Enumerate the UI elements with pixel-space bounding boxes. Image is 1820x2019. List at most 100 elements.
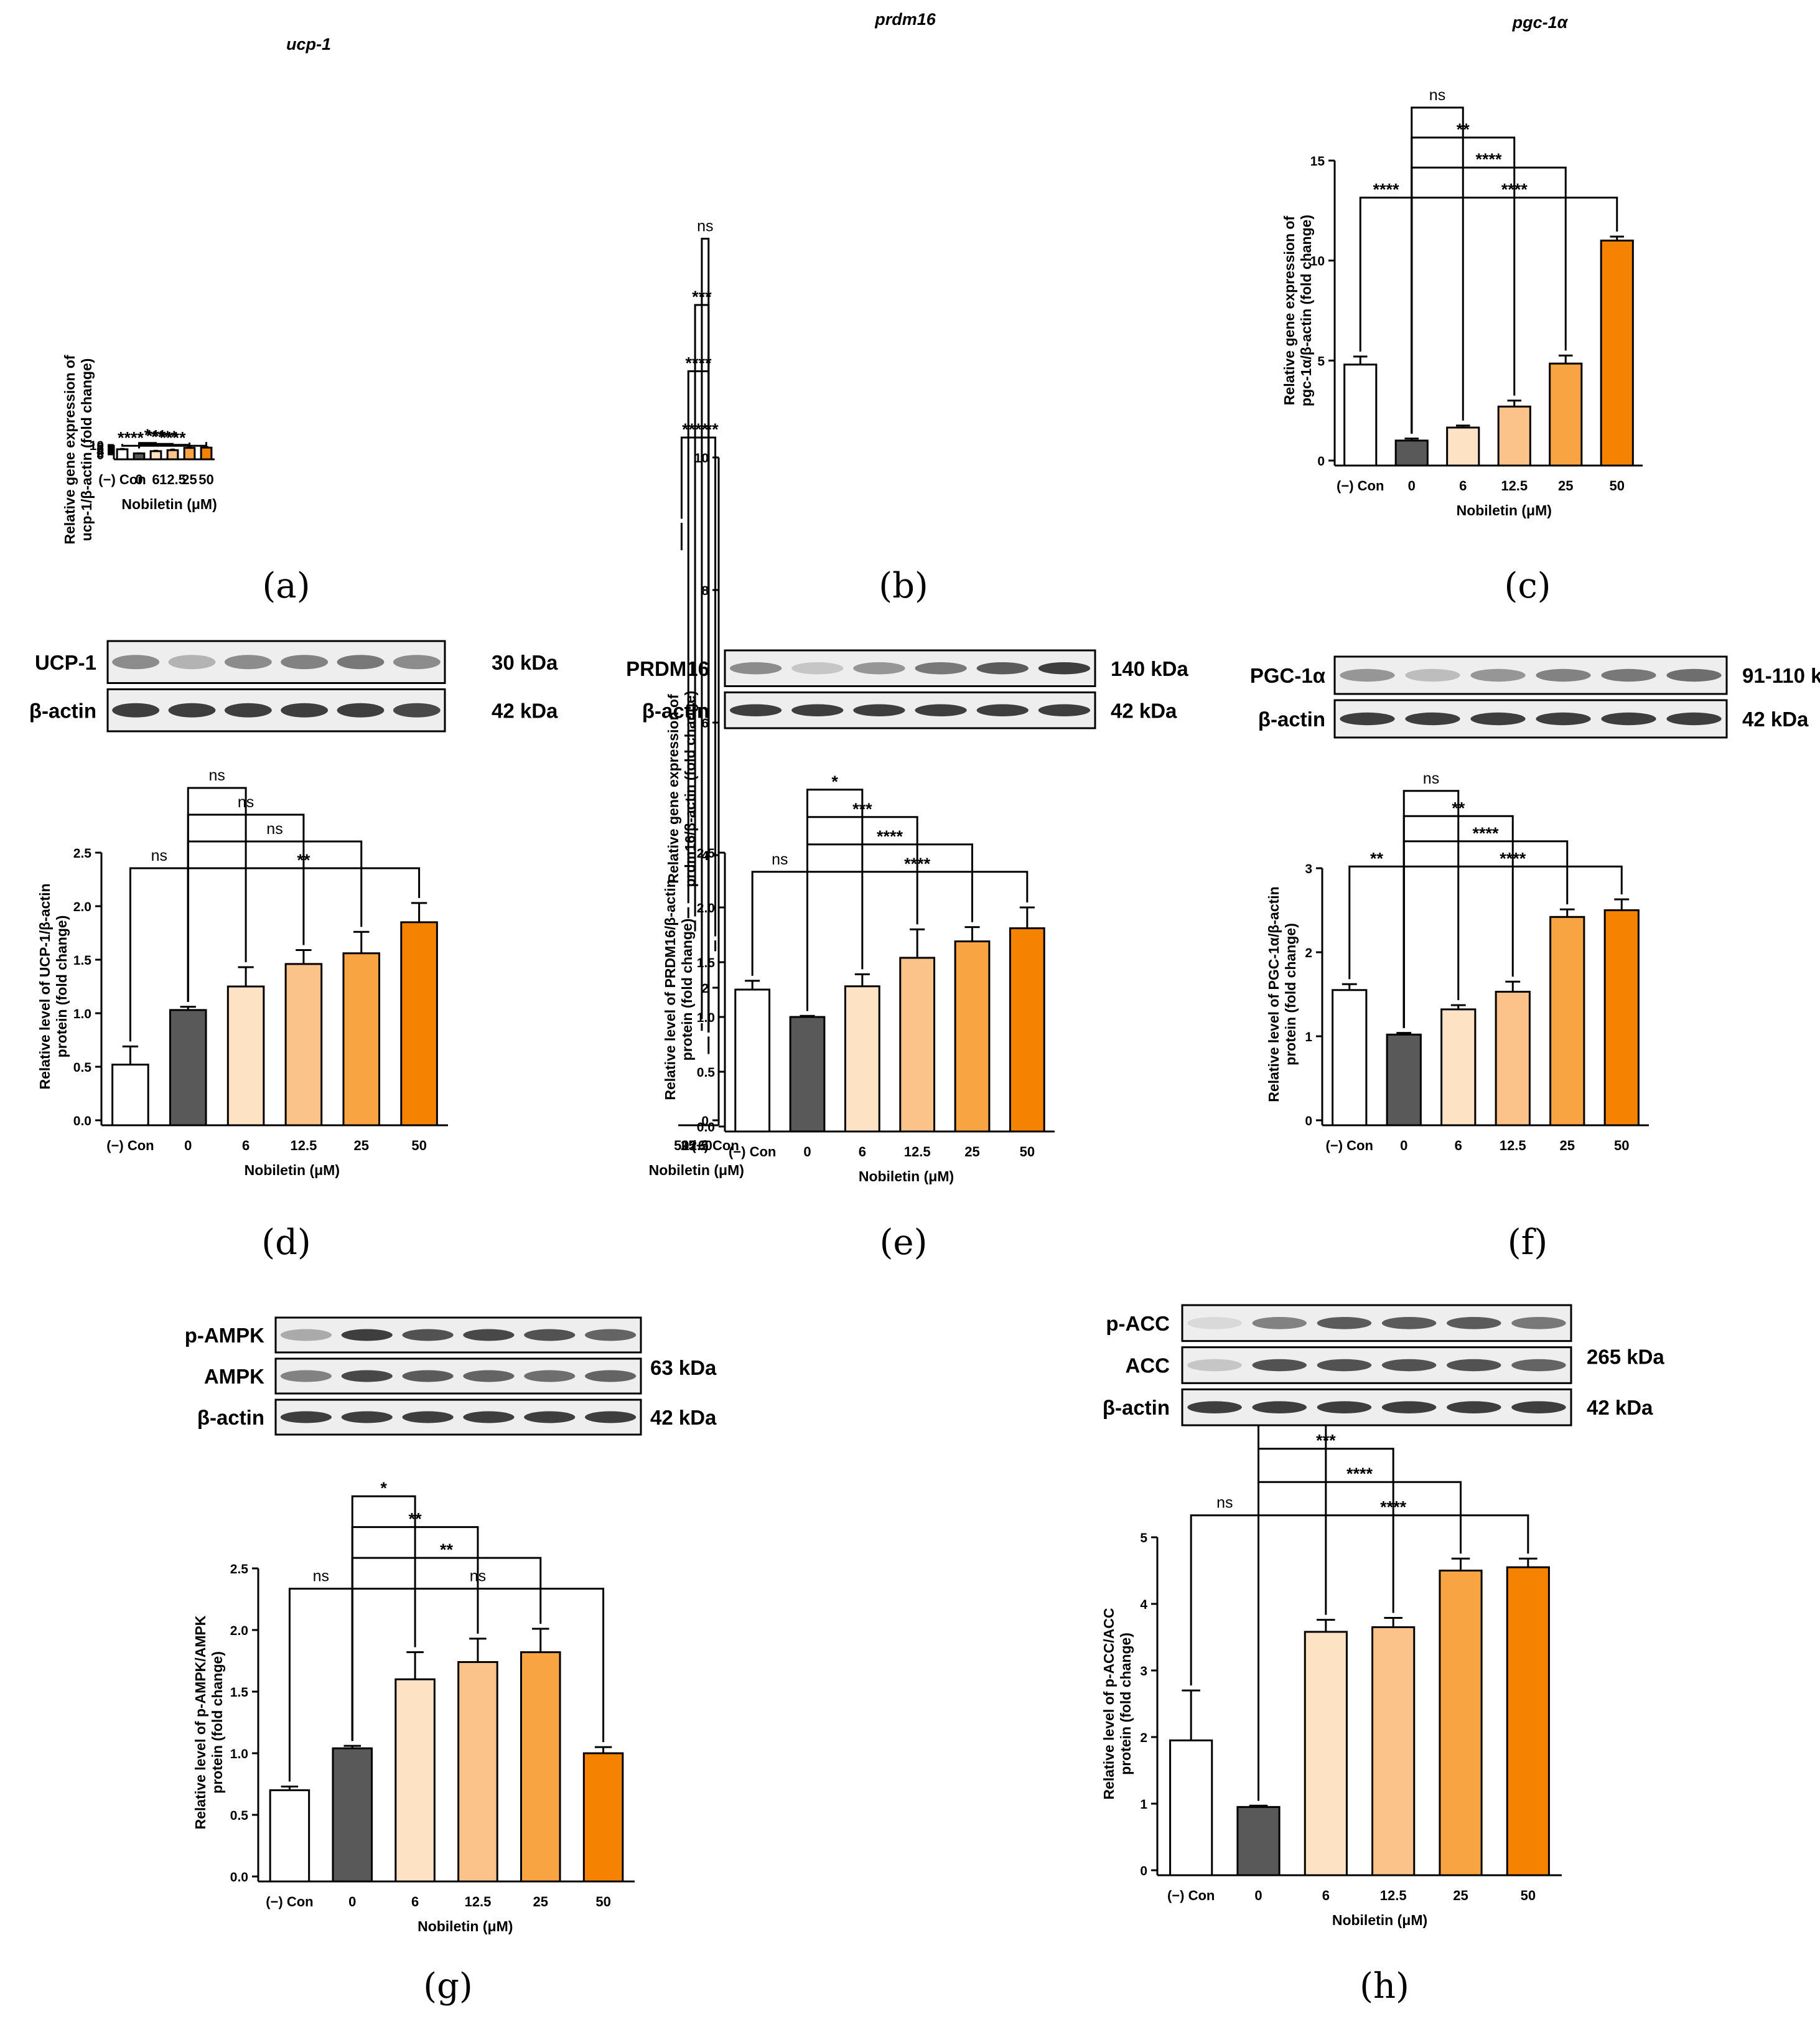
blot-band xyxy=(402,1370,454,1382)
bar xyxy=(1009,927,1045,1133)
blot-size-label: 42 kDa xyxy=(492,699,558,722)
chart-panel-h: 0 1 2 3 4 5 Relative level of p-ACC/ACC protein… xyxy=(1101,1304,1664,2007)
blot-band xyxy=(1038,704,1091,717)
bar xyxy=(1549,362,1583,467)
y-tick-label: 8 xyxy=(701,584,709,598)
bar xyxy=(1440,1008,1477,1127)
significance-bracket xyxy=(288,1588,353,1782)
y-axis-label: protein (fold change) xyxy=(1118,1633,1134,1775)
blot-strip xyxy=(1333,655,1728,695)
y-axis-label: Relative level of PGC-1α/β-actin xyxy=(1266,886,1282,1102)
blot-band xyxy=(1470,712,1526,726)
x-tick-label: 0 xyxy=(803,1144,811,1159)
significance-bracket xyxy=(1411,166,1567,434)
y-tick-label: 6 xyxy=(701,716,709,731)
y-tick-label: 0 xyxy=(701,1114,709,1128)
panel-label: (b) xyxy=(879,566,928,606)
x-tick-label: 12.5 xyxy=(465,1894,492,1909)
significance-bracket xyxy=(351,1557,542,1741)
blot-band xyxy=(463,1329,515,1341)
significance-label: **** xyxy=(1373,180,1399,199)
significance-label: **** xyxy=(1475,150,1502,169)
x-axis-label: Nobiletin (μM) xyxy=(1457,502,1552,518)
significance-label: ns xyxy=(1429,87,1445,104)
y-tick-label: 2.5 xyxy=(230,1562,249,1576)
bar xyxy=(111,1064,149,1127)
blot-band xyxy=(463,1370,515,1382)
bar xyxy=(1497,405,1531,467)
bar xyxy=(1495,990,1531,1127)
blot-row-label: p-ACC xyxy=(1106,1312,1170,1335)
x-tick-label: 12.5 xyxy=(159,472,186,487)
significance-label: **** xyxy=(118,428,144,447)
y-tick-label: 0 xyxy=(1140,1864,1147,1878)
blot-strip xyxy=(1181,1346,1572,1384)
bar xyxy=(1394,439,1429,467)
blot-band xyxy=(1317,1317,1372,1329)
blot-band xyxy=(393,703,441,718)
x-axis-label: Nobiletin (μM) xyxy=(859,1168,954,1184)
x-tick-label: 25 xyxy=(182,472,197,487)
x-tick-label: 50 xyxy=(595,1894,610,1909)
blot-band xyxy=(584,1370,637,1382)
y-tick-label: 1.5 xyxy=(230,1685,249,1700)
y-tick-label: 5 xyxy=(1140,1531,1147,1545)
blot-band xyxy=(1511,1317,1566,1329)
bar xyxy=(149,450,162,461)
blot-band xyxy=(729,704,782,717)
bar xyxy=(734,988,771,1133)
y-tick-label: 15 xyxy=(1310,154,1325,169)
chart-title: prdm16 xyxy=(874,10,936,29)
bar xyxy=(1304,1631,1348,1876)
blot-band xyxy=(791,662,844,675)
significance-bracket xyxy=(129,867,189,1042)
blot-row-label: β-actin xyxy=(1258,708,1325,731)
blot-band xyxy=(393,655,441,670)
x-tick-label: 0 xyxy=(135,472,142,487)
x-tick-label: 50 xyxy=(411,1138,426,1153)
y-tick-label: 2.5 xyxy=(73,846,92,861)
x-tick-label: 50 xyxy=(198,472,213,487)
blot-band xyxy=(1447,1401,1501,1413)
blot-band xyxy=(853,662,905,675)
bar xyxy=(394,1678,436,1883)
blot-band xyxy=(853,704,905,717)
significance-bracket xyxy=(1411,106,1464,434)
y-axis-label: Relative gene expression of xyxy=(665,694,681,884)
x-tick-label: 50 xyxy=(1521,1888,1536,1903)
blot-band xyxy=(524,1329,576,1341)
bar xyxy=(169,1009,207,1127)
bar xyxy=(1236,1806,1281,1876)
blot-band xyxy=(1470,668,1526,682)
blot-size-label: 42 kDa xyxy=(1587,1396,1653,1419)
y-tick-label: 0 xyxy=(96,448,104,462)
x-tick-label: 6 xyxy=(1459,478,1467,494)
x-tick-label: 50 xyxy=(1020,1144,1035,1159)
blot-band xyxy=(1447,1359,1501,1372)
y-tick-label: 0 xyxy=(1317,454,1325,469)
significance-label: **** xyxy=(1472,824,1499,843)
significance-label: ns xyxy=(772,851,788,868)
y-tick-label: 6 xyxy=(96,443,104,457)
x-axis-label: Nobiletin (μM) xyxy=(418,1918,513,1934)
panel-label: (f) xyxy=(1508,1222,1547,1263)
chart-title: ucp-1 xyxy=(286,35,331,54)
y-axis-label: Relative level of UCP-1/β-actin xyxy=(37,883,53,1089)
x-tick-label: 50 xyxy=(674,1138,689,1153)
x-tick-label: 25 xyxy=(1560,1138,1575,1153)
blot-size-label: 63 kDa xyxy=(650,1356,717,1379)
x-axis-label: Nobiletin (μM) xyxy=(649,1162,744,1178)
panel-label: (h) xyxy=(1360,1966,1409,2007)
bar xyxy=(1446,426,1480,467)
y-tick-label: 1 xyxy=(1305,1030,1312,1044)
chart-panel-e: 0.0 0.5 1.0 1.5 2.0 2.5 Relative level of PRDM… xyxy=(626,649,1188,1263)
bar xyxy=(1371,1626,1416,1876)
blot-band xyxy=(584,1329,637,1341)
panel-label: (d) xyxy=(261,1222,311,1263)
y-tick-label: 2.0 xyxy=(230,1624,248,1638)
x-tick-label: 0 xyxy=(1408,478,1416,494)
significance-label: ns xyxy=(1423,770,1439,787)
significance-label: ns xyxy=(313,1568,329,1585)
blot-band xyxy=(337,655,385,670)
x-tick-label: 12.5 xyxy=(291,1138,317,1153)
